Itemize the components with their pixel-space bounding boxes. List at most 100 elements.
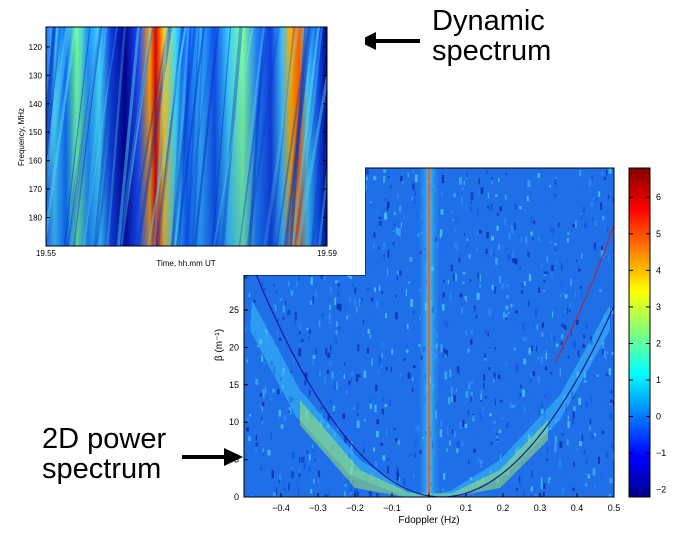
power-noise-cell <box>370 315 373 319</box>
dynamic-x-ticks: 19.55 19.59 <box>36 249 338 258</box>
power-noise-cell <box>256 350 258 356</box>
power-noise-cell <box>353 319 356 322</box>
power-noise-cell <box>273 283 275 287</box>
power-noise-cell <box>373 232 376 238</box>
power-noise-cell <box>526 324 529 327</box>
power-noise-cell <box>409 375 411 378</box>
power-noise-cell <box>482 407 485 411</box>
power-noise-cell <box>395 295 398 298</box>
dynamic-y-ticks: 120 130 140 150 160 170 180 <box>29 43 327 223</box>
power-noise-cell <box>442 348 446 354</box>
colorbar-tick-label: 0 <box>656 412 661 422</box>
power-noise-cell <box>378 220 382 226</box>
power-noise-cell <box>499 276 502 284</box>
power-noise-cell <box>393 344 397 348</box>
power-noise-cell <box>320 418 323 423</box>
power-noise-cell <box>261 281 264 287</box>
power-noise-cell <box>446 448 448 452</box>
power-noise-cell <box>545 352 548 360</box>
power-noise-cell <box>608 368 612 376</box>
power-noise-cell <box>278 479 281 483</box>
power-noise-cell <box>259 403 261 409</box>
power-noise-cell <box>521 336 525 341</box>
power-noise-cell <box>490 180 494 185</box>
power-noise-cell <box>609 413 613 420</box>
power-noise-cell <box>479 229 482 234</box>
power-noise-cell <box>357 402 359 411</box>
power-noise-cell <box>382 397 384 402</box>
power-noise-cell <box>315 291 318 297</box>
power-noise-cell <box>512 251 515 259</box>
power-noise-cell <box>464 300 466 304</box>
power-noise-cell <box>386 201 390 208</box>
power-noise-cell <box>606 351 609 354</box>
power-noise-cell <box>612 196 614 203</box>
power-noise-cell <box>288 410 290 414</box>
power-noise-cell <box>505 305 509 310</box>
power-noise-cell <box>376 419 379 425</box>
power-noise-cell <box>387 176 390 179</box>
power-noise-cell <box>444 354 447 358</box>
power-noise-cell <box>376 222 378 228</box>
power-noise-cell <box>526 196 529 201</box>
power-noise-cell <box>597 456 601 464</box>
power-noise-cell <box>326 496 329 497</box>
power-annotation-line1: 2D power <box>42 423 167 455</box>
power-noise-cell <box>476 231 478 236</box>
power-noise-cell <box>449 293 452 301</box>
power-noise-cell <box>569 303 572 308</box>
power-noise-cell <box>507 375 510 382</box>
power-noise-cell <box>532 371 536 377</box>
power-noise-cell <box>392 241 395 246</box>
power-noise-cell <box>480 389 484 393</box>
power-noise-cell <box>506 421 509 429</box>
power-noise-cell <box>255 442 259 447</box>
power-noise-cell <box>300 339 304 343</box>
power-noise-cell <box>598 191 601 197</box>
power-noise-cell <box>532 237 534 240</box>
power-noise-cell <box>352 406 355 410</box>
power-noise-cell <box>298 473 301 477</box>
power-noise-cell <box>348 454 351 459</box>
power-noise-cell <box>441 191 443 198</box>
power-noise-cell <box>538 410 540 416</box>
power-noise-cell <box>512 316 515 323</box>
power-noise-cell <box>371 358 373 366</box>
power-noise-cell <box>440 419 443 428</box>
power-noise-cell <box>498 429 502 433</box>
power-noise-cell <box>549 372 553 375</box>
power-noise-cell <box>299 324 302 330</box>
power-noise-cell <box>262 389 265 398</box>
power-noise-cell <box>590 202 594 207</box>
power-noise-cell <box>502 199 506 207</box>
power-noise-cell <box>537 173 541 178</box>
power-noise-cell <box>291 471 294 478</box>
power-noise-cell <box>607 255 610 262</box>
power-noise-cell <box>286 329 289 335</box>
power-noise-cell <box>342 413 346 420</box>
power-noise-cell <box>388 282 391 288</box>
power-noise-cell <box>486 231 489 239</box>
power-noise-cell <box>523 281 526 286</box>
power-noise-cell <box>543 413 545 417</box>
power-noise-cell <box>456 366 460 374</box>
power-noise-cell <box>489 413 492 417</box>
power-y-ticks: 0 5 10 15 20 25 <box>229 305 248 502</box>
power-noise-cell <box>522 322 525 330</box>
power-noise-cell <box>398 228 401 237</box>
power-noise-cell <box>328 320 332 324</box>
power-noise-cell <box>330 344 332 352</box>
power-noise-cell <box>455 388 458 392</box>
power-noise-cell <box>395 227 399 235</box>
power-noise-cell <box>363 439 366 443</box>
power-noise-cell <box>450 264 453 272</box>
power-noise-cell <box>262 448 264 453</box>
power-noise-cell <box>538 287 541 293</box>
power-noise-cell <box>407 372 411 379</box>
power-noise-cell <box>287 312 289 319</box>
power-noise-cell <box>541 264 543 269</box>
power-noise-cell <box>441 247 444 253</box>
power-noise-cell <box>373 173 376 177</box>
power-y-tick-label: 10 <box>229 417 239 427</box>
power-noise-cell <box>264 332 266 336</box>
